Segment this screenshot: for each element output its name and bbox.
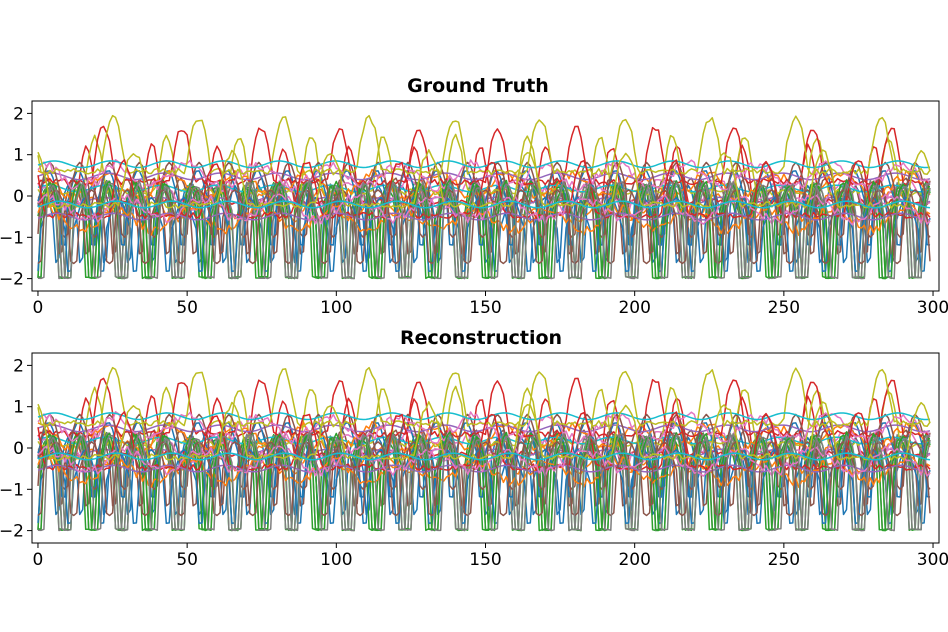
series-line-29: [37, 149, 931, 209]
series-line-14: [37, 125, 931, 186]
x-tick-label: 50: [176, 550, 198, 570]
series-layer: [37, 366, 931, 532]
x-tick-label: 300: [917, 298, 948, 318]
series-layer: [37, 114, 931, 280]
y-tick-label: −2: [0, 270, 24, 290]
ground-truth-panel: Ground Truth 2 1 0 −1 −2 0 50 100 150 200 250 300: [0, 75, 948, 318]
series-line-30: [37, 200, 931, 209]
x-axis: 0 50 100 150 200 250 300: [33, 543, 948, 570]
series-line-12: [37, 420, 931, 455]
chart-title: Reconstruction: [400, 327, 562, 349]
x-tick-label: 50: [176, 298, 198, 318]
x-tick-label: 250: [768, 298, 800, 318]
series-line-13: [37, 431, 931, 532]
y-tick-label: −1: [0, 228, 24, 248]
series-line-20: [37, 412, 931, 421]
x-tick-label: 150: [469, 550, 501, 570]
chart-title: Ground Truth: [407, 75, 549, 97]
series-line-14: [37, 377, 931, 438]
y-tick-label: −2: [0, 522, 24, 542]
x-tick-label: 150: [469, 298, 501, 318]
y-tick-label: 1: [13, 146, 24, 166]
x-axis: 0 50 100 150 200 250 300: [33, 291, 948, 318]
series-line-19: [37, 366, 931, 428]
x-tick-label: 100: [320, 550, 352, 570]
x-tick-label: 0: [33, 298, 44, 318]
series-line-13: [37, 179, 931, 280]
y-axis: 2 1 0 −1 −2: [0, 356, 32, 542]
x-tick-label: 300: [917, 550, 948, 570]
reconstruction-panel: Reconstruction 2 1 0 −1 −2 0 50 100 150 200 250 30…: [0, 327, 948, 570]
x-tick-label: 100: [320, 298, 352, 318]
y-axis: 2 1 0 −1 −2: [0, 104, 32, 290]
y-tick-label: 1: [13, 398, 24, 418]
x-tick-label: 200: [618, 298, 650, 318]
series-line-30: [37, 452, 931, 461]
y-tick-label: 2: [13, 104, 24, 124]
series-line-29: [37, 401, 931, 461]
y-tick-label: 2: [13, 356, 24, 376]
x-tick-label: 200: [618, 550, 650, 570]
series-line-19: [37, 114, 931, 176]
y-tick-label: 0: [13, 187, 24, 207]
y-tick-label: −1: [0, 480, 24, 500]
series-line-12: [37, 168, 931, 203]
x-tick-label: 0: [33, 550, 44, 570]
x-tick-label: 250: [768, 550, 800, 570]
series-line-20: [37, 160, 931, 169]
series-line-28: [37, 431, 931, 532]
y-tick-label: 0: [13, 439, 24, 459]
series-line-28: [37, 179, 931, 280]
